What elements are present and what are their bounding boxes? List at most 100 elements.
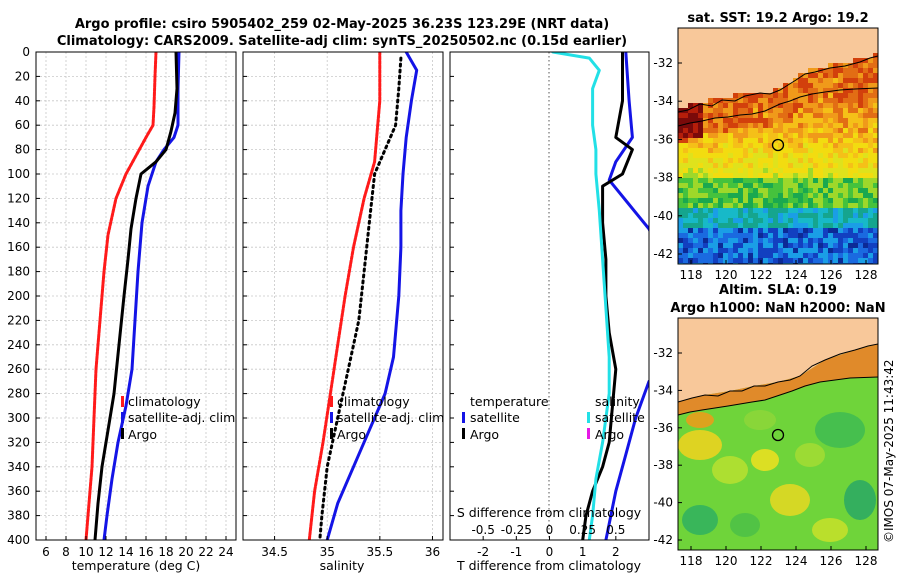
sst-cell (693, 243, 698, 248)
sst-cell (813, 78, 818, 83)
sst-cell (803, 158, 808, 163)
sst-cell (738, 138, 743, 143)
sst-cell (688, 113, 693, 118)
sst-cell (873, 153, 878, 158)
sst-cell (768, 203, 773, 208)
sst-cell (843, 218, 848, 223)
sst-cell (728, 108, 733, 113)
sst-cell (788, 128, 793, 133)
sst-cell (698, 238, 703, 243)
sst-cell (838, 233, 843, 238)
sst-cell (693, 168, 698, 173)
sst-cell (718, 138, 723, 143)
sst-cell (703, 223, 708, 228)
sst-cell (693, 118, 698, 123)
sst-cell (758, 123, 763, 128)
sst-cell (808, 73, 813, 78)
sst-cell (823, 198, 828, 203)
sst-cell (713, 183, 718, 188)
sst-cell (738, 188, 743, 193)
sst-cell (688, 163, 693, 168)
sst-cell (808, 168, 813, 173)
sst-cell (713, 158, 718, 163)
sst-cell (843, 103, 848, 108)
sst-cell (868, 168, 873, 173)
sst-cell (758, 138, 763, 143)
sst-cell (813, 198, 818, 203)
sst-cell (868, 253, 873, 258)
map-lon-tick-label: 128 (855, 268, 878, 282)
sst-cell (798, 93, 803, 98)
sst-cell (803, 143, 808, 148)
sst-cell (818, 93, 823, 98)
sst-cell (813, 228, 818, 233)
sst-cell (693, 163, 698, 168)
sst-cell (703, 203, 708, 208)
sst-cell (718, 248, 723, 253)
sst-cell (698, 138, 703, 143)
sst-map-title: sat. SST: 19.2 Argo: 19.2 (687, 11, 868, 26)
sst-cell (698, 203, 703, 208)
sst-cell (858, 58, 863, 63)
sst-cell (723, 193, 728, 198)
sst-cell (768, 253, 773, 258)
sst-cell (773, 213, 778, 218)
sst-cell (758, 118, 763, 123)
sst-cell (678, 238, 683, 243)
sst-cell (793, 153, 798, 158)
sst-cell (763, 188, 768, 193)
sst-cell (838, 173, 843, 178)
depth-tick-label: 80 (15, 143, 30, 157)
sst-cell (768, 228, 773, 233)
sst-cell (813, 103, 818, 108)
sst-cell (868, 183, 873, 188)
sst-cell (753, 173, 758, 178)
sst-cell (718, 198, 723, 203)
legend-climatology-label: climatology (337, 394, 410, 409)
sst-cell (833, 168, 838, 173)
sst-cell (693, 148, 698, 153)
sst-cell (873, 98, 878, 103)
sst-cell (798, 118, 803, 123)
sst-cell (718, 168, 723, 173)
sst-cell (708, 153, 713, 158)
sst-cell (838, 163, 843, 168)
sst-cell (708, 118, 713, 123)
sst-cell (728, 213, 733, 218)
sst-cell (798, 168, 803, 173)
legend-argo-swatch (330, 428, 333, 439)
sst-cell (823, 73, 828, 78)
sst-cell (753, 168, 758, 173)
sst-cell (713, 203, 718, 208)
sst-cell (798, 203, 803, 208)
sst-cell (828, 228, 833, 233)
sst-cell (758, 183, 763, 188)
sst-cell (813, 243, 818, 248)
sst-cell (773, 188, 778, 193)
sst-cell (708, 138, 713, 143)
sst-cell (863, 148, 868, 153)
sst-cell (793, 183, 798, 188)
sst-cell (743, 183, 748, 188)
sst-cell (858, 193, 863, 198)
map-lon-tick-label: 128 (855, 554, 878, 568)
sst-cell (873, 58, 878, 63)
sst-cell (848, 188, 853, 193)
sla-map-title-line1: Altim. SLA: 0.19 (719, 283, 837, 298)
sst-cell (788, 93, 793, 98)
sst-cell (833, 228, 838, 233)
x-tick-label: 18 (158, 545, 173, 559)
sst-cell (773, 168, 778, 173)
s-difference-tick-labels: -0.5 -0.25 0 0.25 0.5 (471, 523, 625, 537)
sst-cell (833, 173, 838, 178)
sst-cell (853, 218, 858, 223)
sst-cell (733, 188, 738, 193)
sst-cell (813, 248, 818, 253)
map-lat-tick-label: -38 (653, 171, 673, 185)
sst-cell (683, 138, 688, 143)
sst-cell (688, 248, 693, 253)
sst-cell (728, 203, 733, 208)
sst-cell (703, 233, 708, 238)
sst-cell (813, 68, 818, 73)
sst-cell (688, 193, 693, 198)
